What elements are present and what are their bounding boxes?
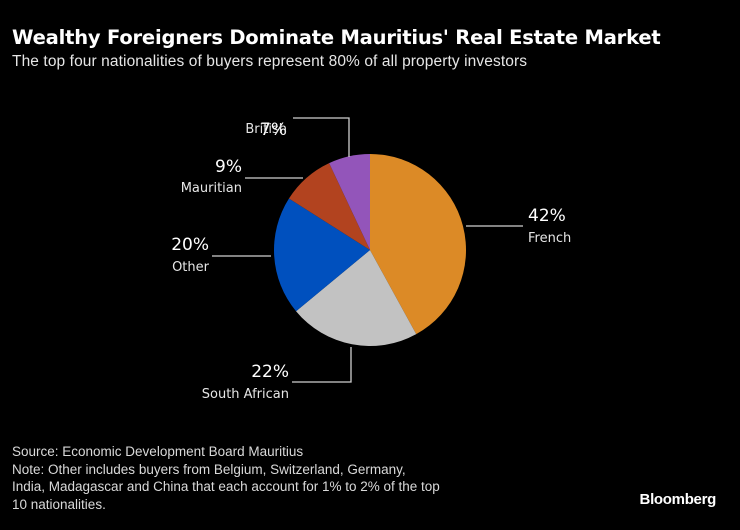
- footnote-line-1: Note: Other includes buyers from Belgium…: [12, 461, 406, 477]
- pct-british: 7%: [260, 120, 287, 140]
- pct-french: 42%: [528, 206, 566, 226]
- pct-other: 20%: [171, 235, 209, 255]
- chart-footer: Source: Economic Development Board Mauri…: [12, 443, 572, 513]
- bloomberg-logo: Bloomberg: [639, 491, 717, 508]
- footnote-line-3: 10 nationalities.: [12, 496, 106, 512]
- label-british: British: [245, 122, 287, 137]
- pie-slice-other: [274, 198, 370, 312]
- pie-slices: [274, 154, 466, 346]
- label-south-african: South African: [202, 387, 289, 402]
- leader-line-british: [293, 117, 350, 157]
- pct-south-african: 22%: [251, 362, 289, 382]
- pie-slice-south-african: [296, 250, 417, 346]
- pie-slice-french: [370, 154, 466, 335]
- source-note: Source: Economic Development Board Mauri…: [12, 444, 304, 459]
- pct-mauritian: 9%: [215, 157, 242, 177]
- label-french: French: [528, 231, 571, 246]
- pie-slice-british: [329, 154, 370, 250]
- pie-slice-mauritian: [288, 163, 370, 250]
- chart-title: Wealthy Foreigners Dominate Mauritius' R…: [12, 26, 661, 49]
- chart-subtitle: The top four nationalities of buyers rep…: [12, 53, 528, 70]
- leader-lines: [212, 117, 523, 383]
- label-mauritian: Mauritian: [181, 181, 242, 196]
- leader-line-south-african: [292, 347, 352, 383]
- label-other: Other: [172, 260, 210, 275]
- footnote-line-2: India, Madagascar and China that each ac…: [12, 479, 440, 494]
